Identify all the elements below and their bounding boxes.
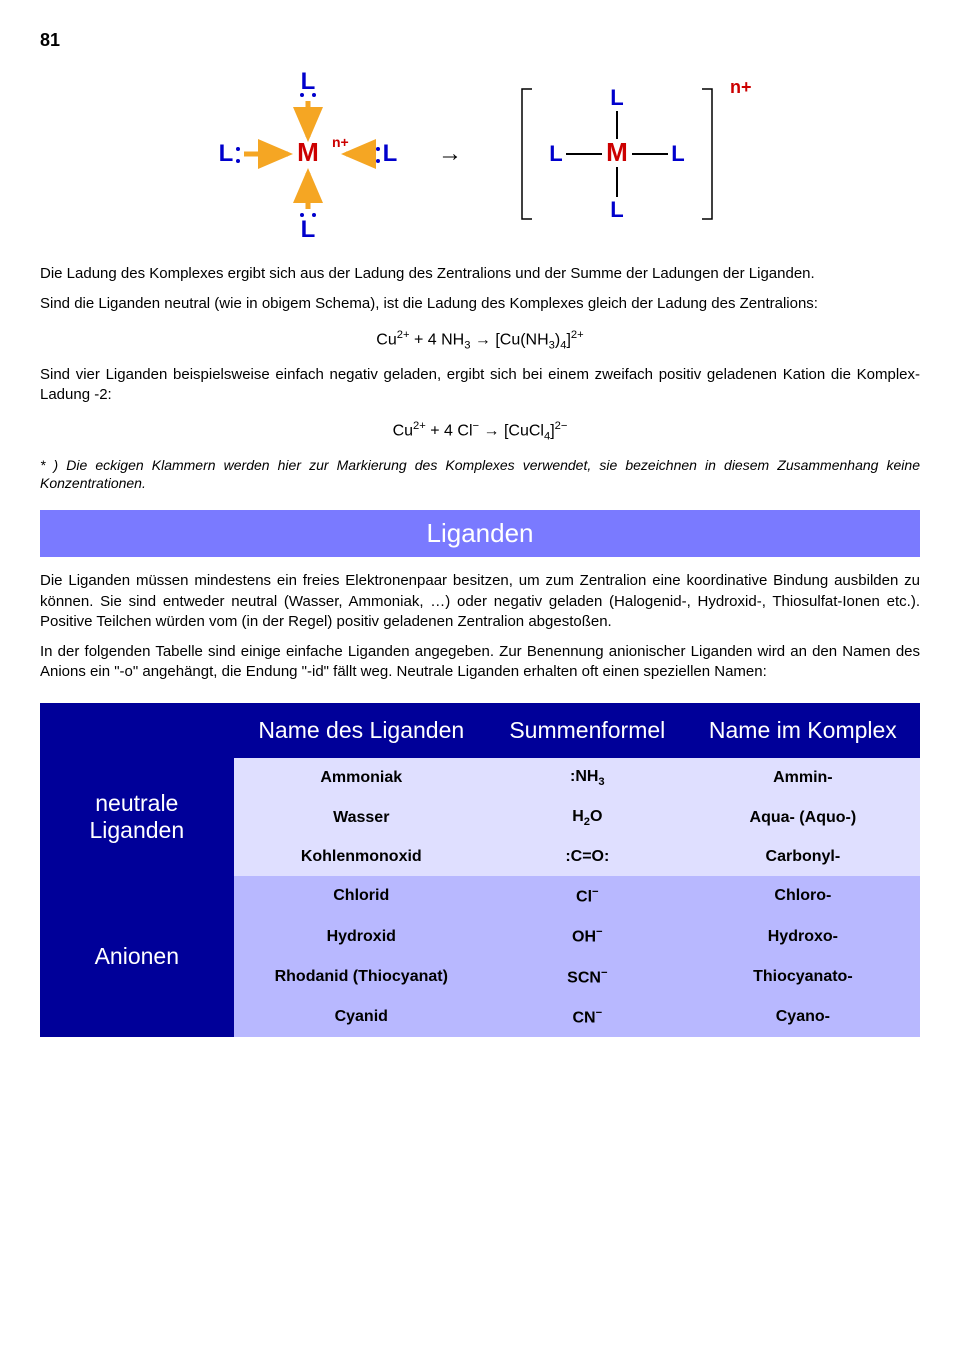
diagram-reactant: M n+ L L L L <box>208 69 408 239</box>
ligand-complex-name: Chloro- <box>686 876 920 916</box>
svg-text:L: L <box>219 140 234 167</box>
table-header: Summenformel <box>489 703 686 758</box>
table-row: neutraleLigandenAmmoniak:NH3Ammin- <box>40 758 920 798</box>
ligand-name: Wasser <box>234 798 489 838</box>
svg-text:L: L <box>301 216 316 239</box>
ligand-complex-name: Ammin- <box>686 758 920 798</box>
ligand-name: Cyanid <box>234 997 489 1037</box>
formula-1: Cu2+ + 4 NH3 → [Cu(NH3)4]2+ <box>40 329 920 352</box>
svg-text:L: L <box>610 197 623 222</box>
reaction-diagram: M n+ L L L L → <box>40 69 920 239</box>
paragraph-neutral: Sind die Liganden neutral (wie in obigem… <box>40 294 920 314</box>
svg-text:L: L <box>610 85 623 110</box>
table-group-label: Anionen <box>40 876 234 1037</box>
svg-text:L: L <box>301 69 316 95</box>
table-header: Name des Liganden <box>234 703 489 758</box>
svg-text:M: M <box>297 137 319 167</box>
ligand-name: Hydroxid <box>234 916 489 956</box>
ligand-formula: OH− <box>489 916 686 956</box>
footnote: * ) Die eckigen Klammern werden hier zur… <box>40 456 920 492</box>
reaction-arrow-icon: → <box>438 140 462 168</box>
section-title-liganden: Liganden <box>40 510 920 557</box>
ligand-table: Name des LigandenSummenformelName im Kom… <box>40 703 920 1038</box>
ligand-formula: Cl− <box>489 876 686 916</box>
paragraph-liganden-2: In der folgenden Tabelle sind einige ein… <box>40 642 920 683</box>
table-group-label: neutraleLiganden <box>40 758 234 876</box>
ligand-formula: CN− <box>489 997 686 1037</box>
ligand-complex-name: Cyano- <box>686 997 920 1037</box>
page-number: 81 <box>40 30 920 51</box>
svg-text:L: L <box>383 140 398 167</box>
svg-text:n+: n+ <box>332 134 349 150</box>
ligand-name: Ammoniak <box>234 758 489 798</box>
ligand-complex-name: Thiocyanato- <box>686 957 920 997</box>
ligand-name: Kohlenmonoxid <box>234 838 489 876</box>
table-header-blank <box>40 703 234 758</box>
svg-text:n+: n+ <box>730 77 752 97</box>
paragraph-liganden-1: Die Liganden müssen mindestens ein freie… <box>40 571 920 632</box>
ligand-name: Rhodanid (Thiocyanat) <box>234 957 489 997</box>
svg-text:L: L <box>671 141 684 166</box>
formula-2: Cu2+ + 4 Cl− → [CuCl4]2− <box>40 420 920 443</box>
ligand-complex-name: Aqua- (Aquo-) <box>686 798 920 838</box>
ligand-name: Chlorid <box>234 876 489 916</box>
ligand-complex-name: Hydroxo- <box>686 916 920 956</box>
paragraph-negative: Sind vier Liganden beispielsweise einfac… <box>40 365 920 406</box>
table-header: Name im Komplex <box>686 703 920 758</box>
diagram-product: n+ M L L L L <box>492 69 752 239</box>
ligand-formula: SCN− <box>489 957 686 997</box>
svg-text:M: M <box>606 137 628 167</box>
ligand-complex-name: Carbonyl- <box>686 838 920 876</box>
table-row: AnionenChloridCl−Chloro- <box>40 876 920 916</box>
paragraph-intro: Die Ladung des Komplexes ergibt sich aus… <box>40 264 920 284</box>
ligand-formula: :NH3 <box>489 758 686 798</box>
ligand-formula: H2O <box>489 798 686 838</box>
ligand-formula: :C=O: <box>489 838 686 876</box>
svg-text:L: L <box>549 141 562 166</box>
